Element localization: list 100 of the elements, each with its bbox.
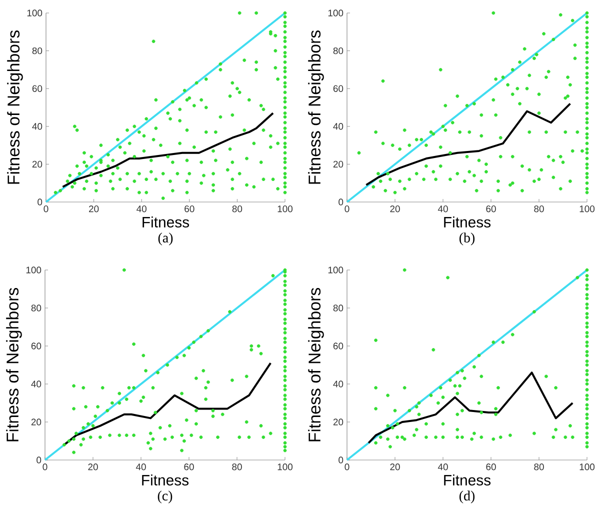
text: (c) xyxy=(158,490,172,504)
point xyxy=(585,136,589,140)
point xyxy=(283,166,287,170)
point xyxy=(585,86,589,90)
point xyxy=(585,334,589,338)
y-tick-label: 20 xyxy=(333,418,344,426)
point xyxy=(283,20,287,24)
point xyxy=(283,280,287,284)
point xyxy=(283,172,287,176)
point xyxy=(283,374,287,378)
point xyxy=(585,166,589,170)
point xyxy=(283,394,287,398)
y-tick-label: 40 xyxy=(31,380,42,388)
point xyxy=(283,441,287,445)
x-tick-label: 0 xyxy=(344,206,350,212)
point xyxy=(585,302,589,306)
point xyxy=(283,308,287,312)
point xyxy=(283,346,287,350)
point xyxy=(585,416,589,420)
x-tick-label: 20 xyxy=(390,464,400,470)
point xyxy=(585,284,589,287)
point xyxy=(283,412,287,416)
point xyxy=(283,360,287,363)
y-tick-label: 100 xyxy=(26,266,42,274)
point xyxy=(585,45,589,49)
point xyxy=(585,26,589,30)
point xyxy=(585,187,589,190)
point xyxy=(283,100,287,104)
y-tick-label: 60 xyxy=(333,342,344,350)
x-tick-label: 60 xyxy=(486,206,496,212)
point xyxy=(585,441,589,445)
point xyxy=(283,403,287,407)
point xyxy=(283,66,287,70)
point xyxy=(283,70,287,74)
x-axis-title: Fitness xyxy=(444,216,491,228)
point xyxy=(585,90,589,94)
point xyxy=(585,398,589,401)
y-tick-label: 40 xyxy=(333,123,344,130)
point xyxy=(585,102,589,106)
point xyxy=(585,422,589,426)
x-axis-title: Fitness xyxy=(142,216,190,228)
point xyxy=(283,331,287,334)
point xyxy=(585,111,589,115)
text: (a) xyxy=(158,232,173,246)
x-axis-title: Fitness xyxy=(444,474,491,486)
y-tick-label: 0 xyxy=(338,198,344,206)
point xyxy=(585,142,589,146)
point xyxy=(283,340,287,344)
point xyxy=(585,162,589,166)
point xyxy=(585,407,589,410)
point xyxy=(283,274,287,278)
point xyxy=(585,181,589,185)
point xyxy=(585,378,589,382)
point xyxy=(283,445,287,448)
point xyxy=(283,284,287,287)
point xyxy=(283,293,287,296)
point xyxy=(283,126,287,130)
x-tick-label: 40 xyxy=(438,464,448,470)
point xyxy=(585,126,589,130)
point xyxy=(585,274,589,278)
point xyxy=(283,369,287,372)
point xyxy=(283,81,287,85)
point xyxy=(283,111,287,115)
point xyxy=(585,316,589,320)
point xyxy=(283,156,287,160)
point xyxy=(283,422,287,426)
point xyxy=(283,448,287,452)
point xyxy=(585,190,589,194)
point xyxy=(283,142,287,146)
point xyxy=(585,76,589,79)
point xyxy=(585,287,589,291)
point xyxy=(585,331,589,334)
point xyxy=(585,312,589,316)
point xyxy=(585,382,589,386)
x-tick-label: 40 xyxy=(136,464,146,470)
point xyxy=(283,384,287,388)
point xyxy=(585,60,589,64)
point xyxy=(585,445,589,448)
point xyxy=(585,120,589,124)
point xyxy=(283,24,287,28)
y-axis-title: Fitness of Neighbors xyxy=(7,30,23,184)
point xyxy=(585,56,589,60)
x-tick-label: 100 xyxy=(278,464,293,470)
point xyxy=(283,11,287,15)
point xyxy=(283,185,287,189)
point xyxy=(283,160,287,164)
point xyxy=(283,416,287,420)
point xyxy=(283,378,287,382)
x-axis-title: Fitness xyxy=(142,474,189,486)
point xyxy=(585,117,589,121)
y-tick-label: 80 xyxy=(333,47,344,54)
point xyxy=(283,302,287,306)
point xyxy=(283,436,287,439)
point xyxy=(585,403,589,407)
point xyxy=(283,176,287,180)
x-tick-label: 20 xyxy=(89,206,99,212)
point xyxy=(283,190,287,194)
point xyxy=(585,412,589,416)
point xyxy=(283,327,287,331)
point xyxy=(585,66,589,70)
